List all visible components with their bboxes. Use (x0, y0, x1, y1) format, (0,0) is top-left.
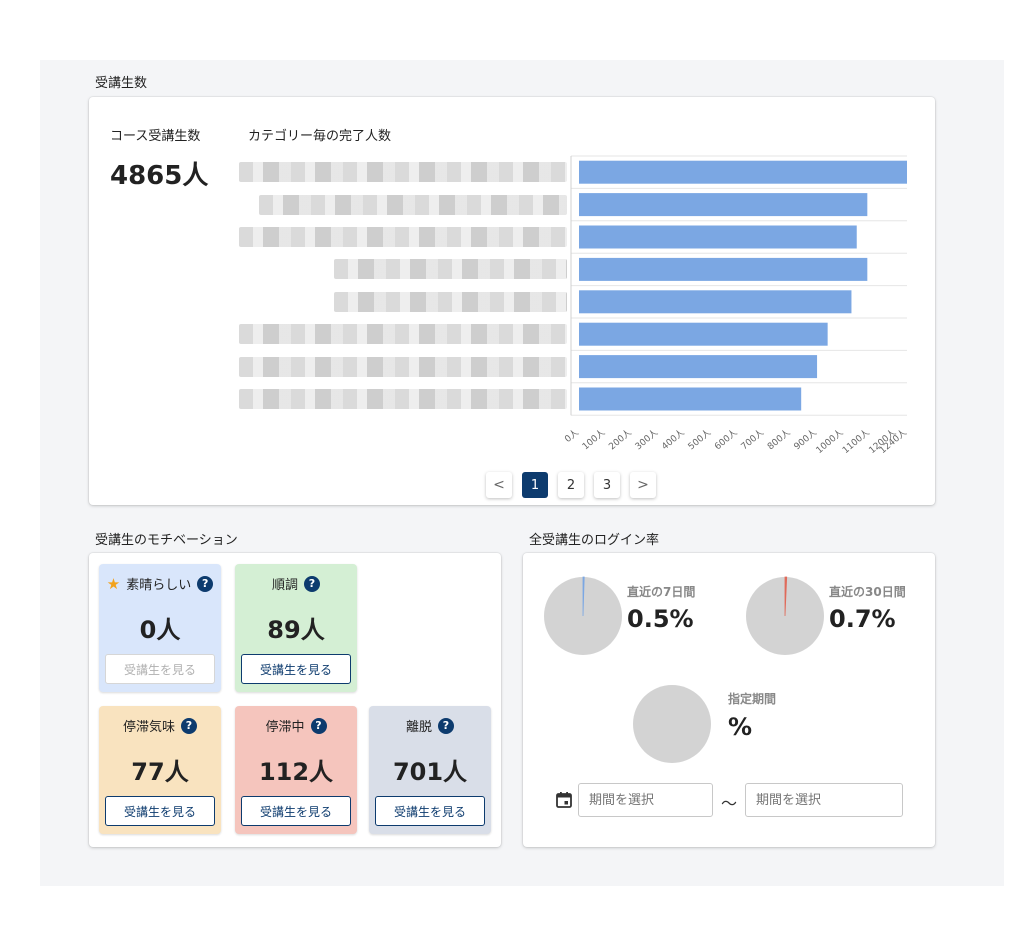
bar-2[interactable] (579, 225, 857, 249)
x-tick-label: 1000人 (814, 427, 846, 456)
bar-0[interactable] (579, 160, 907, 184)
course-students-total: 4865人 (110, 161, 209, 191)
view-students-button-dropout[interactable]: 受講生を見る (375, 796, 485, 826)
category-label-blurred (334, 259, 567, 280)
motivation-label-dropout: 離脱 (405, 720, 432, 735)
category-label-blurred (334, 291, 567, 312)
view-students-button-good[interactable]: 受講生を見る (241, 654, 351, 684)
login-rate-card: 直近の7日間 0.5% 直近の30日間 0.7% 指定期間 % 〜 (523, 553, 935, 847)
bar-7[interactable] (579, 387, 802, 411)
calendar-icon[interactable] (555, 791, 573, 809)
x-tick-label: 0人 (563, 427, 581, 445)
motivation-tile-good: 順調 ? 89人 受講生を見る (235, 564, 357, 692)
dashboard-canvas: 受講生数 コース受講生数 4865人 カテゴリー毎の完了人数 0人 100人 200… (40, 60, 1004, 886)
motivation-value-great: 0人 (139, 616, 181, 644)
students-card: コース受講生数 4865人 カテゴリー毎の完了人数 0人 100人 200人 300人… (89, 97, 935, 505)
motivation-tile-dropout: 離脱 ? 701人 受講生を見る (369, 706, 491, 834)
login-pie-period (633, 685, 711, 763)
x-tick-label: 1100人 (840, 427, 872, 456)
category-label-blurred (259, 194, 567, 215)
view-students-button-stagnating[interactable]: 受講生を見る (105, 796, 215, 826)
pie-value-30days: 0.7% (829, 605, 896, 633)
motivation-tile-great: ★ 素晴らしい ? 0人 受講生を見る (99, 564, 221, 692)
course-students-label: コース受講生数 (110, 129, 201, 144)
motivation-value-stagnating: 77人 (131, 758, 189, 786)
motivation-label-great: 素晴らしい (126, 578, 192, 593)
page-1-button[interactable]: 1 (522, 472, 548, 498)
pie-slice (582, 576, 585, 617)
category-label-blurred (239, 356, 567, 377)
pie-label-30days: 直近の30日間 (829, 585, 906, 599)
question-circle-icon[interactable]: ? (304, 575, 320, 592)
star-icon: ★ (106, 574, 121, 593)
completion-bar-chart: 0人 100人 200人 300人 400人 500人 600人 700人 800人 900人10… (563, 155, 909, 456)
bar-6[interactable] (579, 355, 818, 379)
category-label-blurred (239, 389, 567, 409)
page-2-button[interactable]: 2 (558, 472, 584, 498)
date-to-input[interactable] (745, 783, 903, 817)
category-label-blurred (239, 227, 567, 247)
x-tick-label: 500人 (686, 427, 713, 452)
question-circle-icon[interactable]: ? (197, 575, 214, 592)
bar-4[interactable] (579, 290, 852, 314)
bar-3[interactable] (579, 257, 868, 281)
x-tick-label: 800人 (765, 427, 792, 452)
x-tick-label: 200人 (607, 427, 634, 452)
motivation-label-stagnating: 停滞気味 (122, 720, 175, 735)
pie-base (633, 685, 711, 763)
next-page-button[interactable]: > (630, 472, 656, 498)
view-students-button-stalled[interactable]: 受講生を見る (241, 796, 351, 826)
bar-1[interactable] (579, 193, 868, 217)
pie-value-7days: 0.5% (627, 605, 694, 633)
motivation-value-good: 89人 (267, 616, 325, 644)
x-tick-label: 700人 (739, 427, 766, 452)
students-section-title: 受講生数 (95, 76, 148, 91)
motivation-card: ★ 素晴らしい ? 0人 受講生を見る 順調 ? 89人 受講生を見る 停滞気味… (89, 553, 501, 847)
pie-label-7days: 直近の7日間 (627, 585, 696, 599)
motivation-tile-stagnating: 停滞気味 ? 77人 受講生を見る (99, 706, 221, 834)
login-section-title: 全受講生のログイン率 (529, 533, 660, 548)
motivation-value-stalled: 112人 (258, 758, 334, 786)
x-tick-label: 600人 (713, 427, 740, 452)
pie-value-period: % (728, 713, 753, 741)
prev-page-button[interactable]: < (486, 472, 512, 498)
category-label-blurred (239, 162, 567, 183)
question-circle-icon[interactable]: ? (438, 717, 454, 734)
pie-label-period: 指定期間 (728, 692, 777, 706)
motivation-value-dropout: 701人 (392, 758, 468, 786)
pagination: < 1 2 3 > (486, 472, 656, 498)
motivation-label-stalled: 停滞中 (265, 720, 305, 735)
pie-slice (784, 576, 788, 617)
login-pie-7days (544, 576, 622, 655)
bar-5[interactable] (579, 322, 828, 346)
chart-title: カテゴリー毎の完了人数 (248, 129, 392, 144)
question-circle-icon[interactable]: ? (181, 717, 197, 734)
view-students-button-great[interactable]: 受講生を見る (105, 654, 215, 684)
x-tick-label: 400人 (660, 427, 687, 452)
date-from-input[interactable] (578, 783, 713, 817)
motivation-label-good: 順調 (271, 578, 298, 593)
motivation-section-title: 受講生のモチベーション (95, 533, 238, 548)
range-separator: 〜 (721, 794, 738, 813)
motivation-tile-stalled: 停滞中 ? 112人 受講生を見る (235, 706, 357, 834)
category-label-blurred (239, 324, 567, 345)
x-tick-label: 100人 (580, 427, 607, 452)
login-pie-30days (746, 576, 824, 655)
page-3-button[interactable]: 3 (594, 472, 620, 498)
question-circle-icon[interactable]: ? (310, 717, 327, 734)
x-tick-label: 300人 (633, 427, 660, 452)
